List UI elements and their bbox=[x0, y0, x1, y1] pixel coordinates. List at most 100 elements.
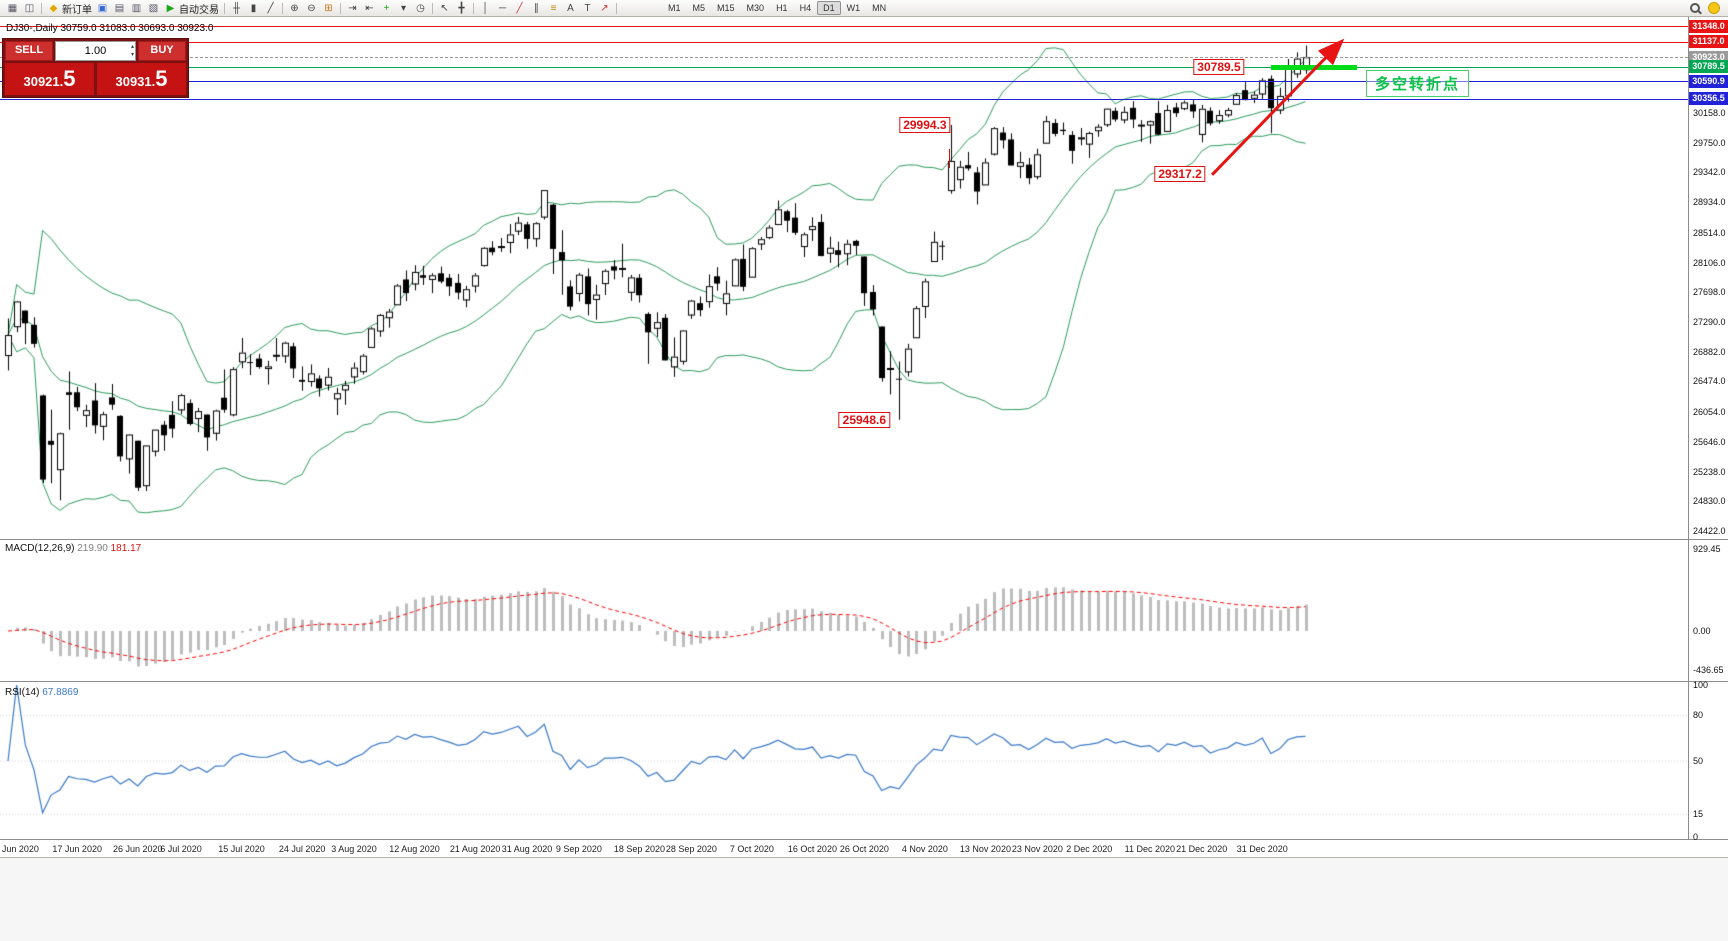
rsi-tick: 100 bbox=[1693, 680, 1709, 690]
price-tick: 28514.0 bbox=[1693, 227, 1726, 238]
price-badge: 30356.5 bbox=[1689, 92, 1728, 106]
market-watch-button[interactable]: ▣ bbox=[94, 1, 111, 16]
new-chart-icon: ▦ bbox=[7, 2, 18, 14]
arrows-button[interactable]: ↗ bbox=[596, 1, 613, 16]
data-window-button[interactable]: ▤ bbox=[111, 1, 128, 16]
timeframe-h4-button[interactable]: H4 bbox=[799, 3, 812, 13]
volume-down-button[interactable]: ▾ bbox=[130, 52, 134, 58]
support-level-segment[interactable] bbox=[1270, 64, 1358, 70]
timeframe-m30-button[interactable]: M30 bbox=[746, 3, 765, 13]
annotation-price-label[interactable]: 29994.3 bbox=[899, 116, 951, 133]
price-tick: 26882.0 bbox=[1693, 346, 1726, 357]
navigator-button[interactable]: ▥ bbox=[128, 1, 145, 16]
text-button[interactable]: A bbox=[562, 1, 579, 16]
timeframe-m1-button[interactable]: M1 bbox=[668, 3, 681, 13]
zoom-in-button[interactable]: ⊕ bbox=[286, 1, 303, 16]
bottom-area bbox=[0, 857, 1728, 941]
horizontal-level-line[interactable] bbox=[0, 81, 1688, 83]
rsi-name: RSI(14) bbox=[5, 687, 40, 698]
horizontal-level-line[interactable] bbox=[0, 98, 1688, 100]
horizontal-level-line[interactable] bbox=[0, 41, 1688, 43]
date-label: 21 Dec 2020 bbox=[1176, 844, 1228, 854]
buy-button[interactable]: BUY bbox=[138, 41, 186, 61]
indicators-button[interactable]: + bbox=[378, 1, 395, 16]
timeframe-m5-button[interactable]: M5 bbox=[692, 3, 706, 13]
chart-canvas[interactable] bbox=[0, 17, 1688, 841]
timeframes-button[interactable]: ◷ bbox=[412, 1, 429, 16]
bar-chart-icon: ╫ bbox=[232, 2, 241, 14]
autotrade-button[interactable]: ▶ 自动交易 bbox=[162, 1, 221, 16]
horizontal-line-button[interactable]: ─ bbox=[494, 1, 511, 16]
indicators-list-button[interactable]: ▾ bbox=[395, 1, 412, 16]
volume-up-button[interactable]: ▴ bbox=[130, 44, 134, 50]
date-label: 16 Oct 2020 bbox=[787, 844, 837, 854]
timeframe-w1-button[interactable]: W1 bbox=[846, 3, 861, 13]
profiles-button[interactable]: ◫ bbox=[21, 1, 38, 16]
terminal-button[interactable]: ▧ bbox=[145, 1, 162, 16]
timeframe-m15-button[interactable]: M15 bbox=[717, 3, 735, 13]
pane-separator[interactable] bbox=[0, 539, 1728, 541]
date-label: 12 Aug 2020 bbox=[389, 844, 440, 854]
label-button[interactable]: T bbox=[579, 1, 596, 16]
volume-value: 1.00 bbox=[84, 45, 107, 57]
toolbar-right bbox=[1688, 1, 1724, 16]
trend-arrow[interactable] bbox=[1150, 25, 1400, 195]
cursor-button[interactable]: ↖ bbox=[436, 1, 453, 16]
price-tick: 25646.0 bbox=[1693, 436, 1726, 447]
toolbar-divider bbox=[473, 2, 474, 14]
auto-scroll-button[interactable]: ⇥ bbox=[344, 1, 361, 16]
crosshair-button[interactable]: ╋ bbox=[453, 1, 470, 16]
candle-chart-button[interactable]: ▮ bbox=[245, 1, 262, 16]
fibonacci-button[interactable]: ≡ bbox=[545, 1, 562, 16]
candle-chart-icon: ▮ bbox=[250, 2, 257, 14]
turning-point-note[interactable]: 多空转折点 bbox=[1366, 69, 1470, 97]
timeframe-d1-button[interactable]: D1 bbox=[817, 1, 841, 15]
zoom-out-button[interactable]: ⊖ bbox=[303, 1, 320, 16]
horizontal-level-line[interactable] bbox=[0, 26, 1688, 28]
line-chart-icon: ╱ bbox=[267, 2, 274, 14]
navigator-icon: ▥ bbox=[131, 2, 142, 14]
annotation-price-label[interactable]: 25948.6 bbox=[838, 411, 891, 428]
trendline-button[interactable]: ╱ bbox=[511, 1, 528, 16]
date-label: 2 Dec 2020 bbox=[1066, 844, 1113, 854]
rsi-tick: 80 bbox=[1693, 710, 1704, 721]
search-button[interactable] bbox=[1688, 1, 1702, 16]
new-order-button[interactable]: ◆ 新订单 bbox=[45, 1, 94, 16]
volume-spinner: ▴ ▾ bbox=[131, 43, 134, 59]
account-icon[interactable] bbox=[1708, 2, 1720, 14]
toolbar: ▦ ◫ ◆ 新订单 ▣ ▤ ▥ ▧ ▶ 自动交易 ╫ ▮ ╱ ⊕ ⊖ ⊞ ⇥ ⇤ + ▾ ◷ ↖ ╋ │ ─ ╱ ∥ ≡ A T ↗ M1 M… bbox=[0, 0, 1728, 17]
channel-icon: ∥ bbox=[534, 2, 539, 14]
rsi-value: 67.8869 bbox=[42, 687, 79, 698]
date-label: 24 Jul 2020 bbox=[278, 844, 326, 854]
buy-price[interactable]: 30931. 5 bbox=[97, 63, 186, 95]
sell-price[interactable]: 30921. 5 bbox=[5, 63, 94, 95]
volume-input[interactable]: 1.00 ▴ ▾ bbox=[55, 41, 136, 61]
toolbar-divider bbox=[432, 2, 433, 14]
timeframe-mn-button[interactable]: MN bbox=[872, 3, 887, 13]
pane-separator[interactable] bbox=[0, 681, 1728, 683]
sell-button[interactable]: SELL bbox=[5, 41, 53, 61]
channel-button[interactable]: ∥ bbox=[528, 1, 545, 16]
timeframe-h1-button[interactable]: H1 bbox=[776, 3, 788, 13]
horizontal-level-line[interactable] bbox=[0, 66, 1688, 68]
price-axis-border bbox=[1688, 17, 1689, 839]
chart-shift-button[interactable]: ⇤ bbox=[361, 1, 378, 16]
vertical-line-button[interactable]: │ bbox=[477, 1, 494, 16]
market-watch-icon: ▣ bbox=[97, 2, 108, 14]
one-click-trading-panel: SELL 1.00 ▴ ▾ BUY 30921. 5 30931. 5 bbox=[2, 38, 189, 98]
annotation-price-label[interactable]: 29317.2 bbox=[1154, 166, 1206, 183]
date-label: 26 Jun 2020 bbox=[112, 844, 163, 854]
new-chart-button[interactable]: ▦ bbox=[4, 1, 21, 16]
crosshair-icon: ╋ bbox=[458, 2, 465, 14]
tile-windows-button[interactable]: ⊞ bbox=[320, 1, 337, 16]
profiles-icon: ◫ bbox=[24, 2, 35, 14]
line-chart-button[interactable]: ╱ bbox=[262, 1, 279, 16]
date-label: 15 Jul 2020 bbox=[218, 844, 265, 854]
bar-chart-button[interactable]: ╫ bbox=[228, 1, 245, 16]
fibonacci-icon: ≡ bbox=[550, 2, 557, 14]
horizontal-level-line[interactable] bbox=[0, 57, 1688, 59]
price-tick: 26054.0 bbox=[1693, 407, 1726, 418]
annotation-price-label[interactable]: 30789.5 bbox=[1193, 58, 1245, 75]
date-label: 17 Jun 2020 bbox=[52, 844, 102, 854]
date-label: 21 Aug 2020 bbox=[449, 844, 501, 854]
